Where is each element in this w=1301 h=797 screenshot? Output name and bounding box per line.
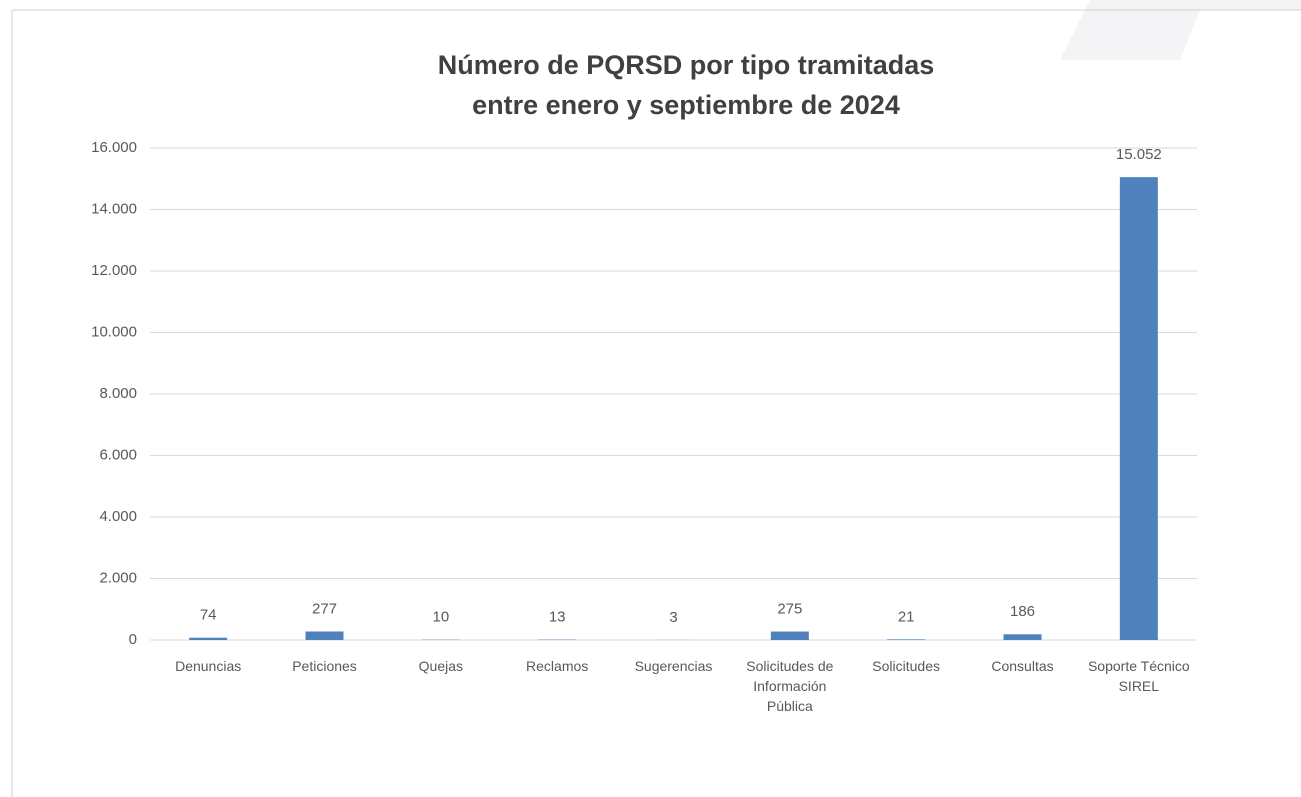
x-tick-label: Quejas [418, 658, 463, 674]
data-label: 10 [432, 609, 449, 626]
x-tick-label: Solicitudes [872, 658, 940, 674]
data-label: 21 [898, 608, 915, 625]
x-tick-label: Soporte Técnico SIREL [1087, 658, 1190, 694]
bar [1003, 634, 1042, 640]
data-label: 275 [777, 601, 802, 618]
y-tick-label: 0 [129, 631, 137, 648]
data-label: 3 [669, 609, 677, 626]
x-tick-label: Solicitudes de Información Pública [746, 658, 834, 714]
y-tick-label: 4.000 [99, 508, 137, 525]
data-label: 186 [1010, 603, 1035, 620]
bar [1119, 177, 1158, 640]
y-tick-label: 16.000 [91, 139, 137, 156]
y-tick-label: 8.000 [99, 385, 137, 402]
y-tick-label: 10.000 [91, 323, 137, 340]
y-tick-label: 2.000 [99, 569, 137, 586]
y-tick-label: 12.000 [91, 262, 137, 279]
chart-title: Número de PQRSD por tipo tramitadas [438, 50, 935, 80]
x-tick-label: Denuncias [175, 658, 242, 674]
x-tick-label: Reclamos [526, 658, 589, 674]
data-label: 74 [200, 607, 217, 624]
y-tick-label: 6.000 [99, 446, 137, 463]
chart-title: entre enero y septiembre de 2024 [472, 90, 900, 120]
x-tick-label: Consultas [991, 658, 1054, 674]
y-tick-label: 14.000 [91, 200, 137, 217]
decoration [1060, 0, 1301, 60]
data-label: 15.052 [1116, 146, 1162, 163]
bar [305, 631, 344, 640]
x-tick-label: Sugerencias [634, 658, 713, 674]
data-label: 277 [312, 600, 337, 617]
bar [770, 631, 809, 640]
bar [189, 637, 228, 640]
bar [887, 639, 926, 640]
x-tick-label: Peticiones [292, 658, 357, 674]
data-label: 13 [549, 609, 566, 626]
